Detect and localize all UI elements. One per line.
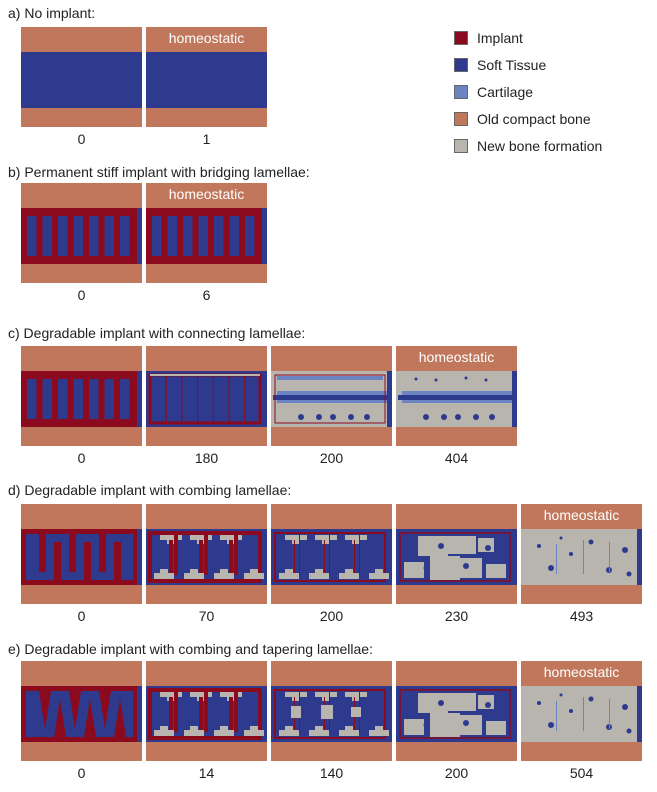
legend-label: Soft Tissue: [477, 57, 547, 73]
legend-swatch: [454, 85, 468, 99]
time-label: 0: [77, 765, 86, 781]
tissue-distribution-map: [146, 183, 267, 283]
tissue-distribution-map: [21, 183, 142, 283]
tissue-distribution-map: [521, 504, 642, 604]
legend-label: Old compact bone: [477, 111, 591, 127]
legend-swatch: [454, 112, 468, 126]
tissue-distribution-map: [396, 661, 517, 761]
legend-item: Soft Tissue: [454, 57, 546, 73]
legend-swatch: [454, 139, 468, 153]
legend-label: New bone formation: [477, 138, 603, 154]
tissue-distribution-map: [271, 346, 392, 446]
time-label: 0: [77, 131, 86, 147]
tissue-distribution-map: [521, 661, 642, 761]
time-label: 70: [198, 608, 215, 624]
tissue-distribution-map: [396, 504, 517, 604]
time-label: 404: [444, 450, 469, 466]
homeostatic-label: homeostatic: [543, 664, 620, 680]
time-label: 6: [202, 287, 211, 303]
tissue-distribution-map: [271, 504, 392, 604]
simulation-panel: [271, 504, 392, 604]
tissue-distribution-map: [21, 504, 142, 604]
time-label: 200: [319, 608, 344, 624]
simulation-panel: [21, 504, 142, 604]
simulation-panel: homeostatic: [521, 504, 642, 604]
homeostatic-label: homeostatic: [543, 507, 620, 523]
simulation-panel: [271, 661, 392, 761]
tissue-distribution-map: [146, 504, 267, 604]
tissue-distribution-map: [146, 27, 267, 127]
simulation-panel: [146, 504, 267, 604]
simulation-panel: [21, 661, 142, 761]
simulation-panel: homeostatic: [396, 346, 517, 446]
time-label: 14: [198, 765, 215, 781]
time-label: 140: [319, 765, 344, 781]
tissue-distribution-map: [146, 346, 267, 446]
simulation-panel: [21, 346, 142, 446]
time-label: 180: [194, 450, 219, 466]
time-label: 230: [444, 608, 469, 624]
legend-item: Cartilage: [454, 84, 533, 100]
tissue-distribution-map: [396, 346, 517, 446]
row-title: c) Degradable implant with connecting la…: [8, 325, 306, 341]
time-label: 0: [77, 608, 86, 624]
simulation-panel: [396, 661, 517, 761]
legend-item: New bone formation: [454, 138, 602, 154]
time-label: 0: [77, 450, 86, 466]
time-label: 0: [77, 287, 86, 303]
homeostatic-label: homeostatic: [168, 30, 245, 46]
time-label: 1: [202, 131, 211, 147]
tissue-distribution-map: [271, 661, 392, 761]
simulation-panel: [146, 346, 267, 446]
homeostatic-label: homeostatic: [418, 349, 495, 365]
row-title: b) Permanent stiff implant with bridging…: [8, 164, 310, 180]
simulation-panel: [146, 661, 267, 761]
simulation-panel: homeostatic: [146, 183, 267, 283]
time-label: 493: [569, 608, 594, 624]
legend-swatch: [454, 31, 468, 45]
legend-label: Cartilage: [477, 84, 534, 100]
simulation-panel: [21, 183, 142, 283]
simulation-panel: [396, 504, 517, 604]
legend-item: Old compact bone: [454, 111, 591, 127]
row-title: e) Degradable implant with combing and t…: [8, 641, 373, 657]
row-title: d) Degradable implant with combing lamel…: [8, 482, 292, 498]
time-label: 200: [444, 765, 469, 781]
tissue-distribution-map: [21, 27, 142, 127]
tissue-distribution-map: [21, 661, 142, 761]
simulation-panel: homeostatic: [521, 661, 642, 761]
simulation-panel: [21, 27, 142, 127]
row-title: a) No implant:: [8, 5, 96, 21]
legend-item: Implant: [454, 30, 523, 46]
simulation-panel: [271, 346, 392, 446]
simulation-panel: homeostatic: [146, 27, 267, 127]
time-label: 200: [319, 450, 344, 466]
homeostatic-label: homeostatic: [168, 186, 245, 202]
time-label: 504: [569, 765, 594, 781]
legend-swatch: [454, 58, 468, 72]
tissue-distribution-map: [21, 346, 142, 446]
legend-label: Implant: [477, 30, 523, 46]
tissue-distribution-map: [146, 661, 267, 761]
